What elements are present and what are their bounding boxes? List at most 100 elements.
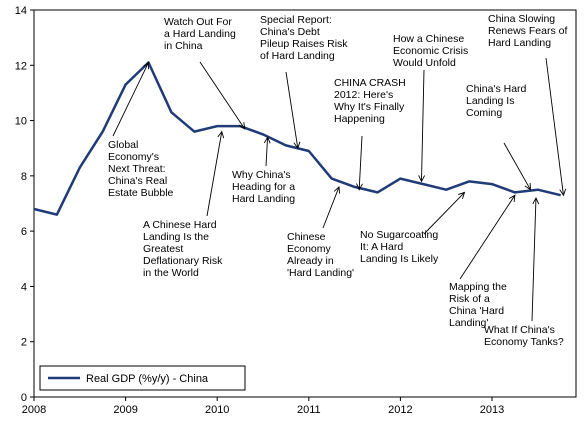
y-tick-label: 6 [21,226,27,238]
y-tick-label: 0 [21,392,27,404]
annotation-text: Hard Landing [232,193,295,205]
annotation-text: a Hard Landing [164,28,236,40]
y-tick-label: 14 [15,5,27,17]
annotation-text: Next Threat: [108,163,166,175]
annotation-arrowhead [524,182,532,191]
annotation-text: 'Hard Landing' [287,267,354,279]
annotation-arrowhead [293,141,301,150]
annotation-arrowhead [333,185,341,194]
annotation-arrow [206,131,223,217]
annotation-text: Special Report: [260,14,332,26]
annotation-text: China's Hard [466,83,527,95]
annotation-text: Greatest [143,243,183,255]
legend-label: Real GDP (%y/y) - China [86,373,209,385]
annotation-text: It: A Hard [360,241,403,253]
annotation-text: Would Unfold [393,57,456,69]
annotation-text: Global [108,139,138,151]
annotation-arrowhead [458,191,466,199]
annotation-text: No Sugarcoating [360,229,438,241]
x-tick-label: 2010 [205,404,229,416]
annotation-text: of Hard Landing [260,50,335,62]
annotation-text: Why It's Finally [334,101,405,113]
x-tick-label: 2008 [22,404,46,416]
annotation-text: Renews Fears of [488,25,567,37]
annotation-text: in China [164,40,203,52]
x-axis: 2008 2009 2010 2011 2012 2013 [22,397,504,416]
annotation-text: Economy's [108,151,159,163]
annotation-text: China 'Hard [449,305,504,317]
annotation-text: Chinese [287,231,326,243]
annotation-text: A Chinese Hard [143,219,217,231]
annotation-arrowhead [532,196,540,205]
y-tick-label: 2 [21,337,27,349]
annotation-text: in the World [143,267,199,279]
annotation-text: Coming [466,107,502,119]
annotation-text: Economic Crisis [393,45,468,57]
annotation-arrow [358,135,363,190]
annotation-text: How a Chinese [393,33,464,45]
annotation-text: Pileup Raises Risk [260,38,348,50]
annotation-arrow [423,192,465,235]
x-tick-label: 2009 [113,404,137,416]
annotation-text: Heading for a [232,181,295,193]
annotation-text: What If China's [484,324,555,336]
annotation-arrow [545,57,564,196]
annotation-text: Watch Out For [164,16,232,28]
x-tick-label: 2011 [297,404,321,416]
annotation-text: 2012: Here's [334,89,393,101]
annotation-text: Estate Bubble [108,187,174,199]
plot-frame [33,9,577,398]
annotation-text: Landing Is Likely [360,253,439,265]
annotation-text: Happening [334,113,385,125]
annotation-arrowhead [418,175,425,183]
legend: Real GDP (%y/y) - China [39,365,246,391]
annotation-arrow [459,194,516,280]
annotation-text: Hard Landing [488,37,551,49]
annotation-arrow [112,62,149,137]
y-tick-label: 10 [15,116,27,128]
annotation-text: Landing' [449,317,488,329]
annotation-text: Economy [287,243,332,255]
annotation-arrow [531,197,537,322]
annotation-text: Deflationary Risk [143,255,223,267]
annotation-arrow [503,142,531,190]
x-tick-label: 2013 [480,404,504,416]
annotation-arrow [285,71,299,149]
annotation-arrow [199,61,246,130]
annotation-arrowhead [142,61,150,70]
annotation-text: Mapping the [449,281,507,293]
annotation-arrowhead [356,183,363,191]
annotation-arrowhead [238,122,246,130]
annotation-text: Landing Is [466,95,514,107]
annotation-arrowhead [217,130,225,139]
annotation-arrow [421,69,425,182]
annotation-text: Economy Tanks? [484,336,564,348]
annotation-arrow [265,137,269,167]
y-axis: 0 2 4 6 8 10 12 14 [15,5,34,404]
annotation-text: CHINA CRASH [334,77,406,89]
annotation-text: Why China's [232,169,291,181]
y-tick-label: 12 [15,60,27,72]
annotation-arrowhead [508,194,516,202]
annotation-arrowhead [263,136,271,144]
annotation-arrow [322,186,340,229]
x-tick-label: 2012 [388,404,412,416]
y-tick-label: 8 [21,171,27,183]
annotation-text: China Slowing [488,13,555,25]
annotation-text: Already in [287,255,334,267]
